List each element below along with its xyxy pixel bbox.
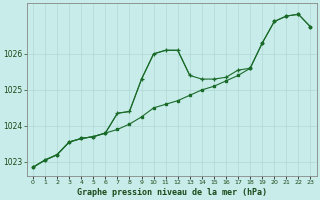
X-axis label: Graphe pression niveau de la mer (hPa): Graphe pression niveau de la mer (hPa) (77, 188, 267, 197)
